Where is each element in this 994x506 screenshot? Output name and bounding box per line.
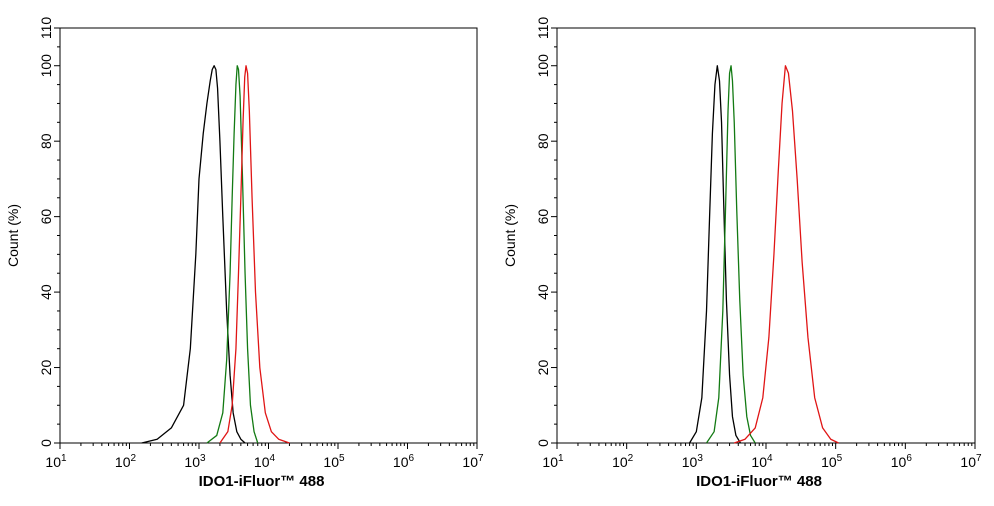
x-tick-label: 101 bbox=[45, 453, 67, 470]
x-tick-label: 103 bbox=[682, 453, 704, 470]
x-tick-base: 10 bbox=[612, 454, 628, 470]
x-tick-exponent: 5 bbox=[339, 453, 345, 464]
x-tick-base: 10 bbox=[682, 454, 698, 470]
x-tick-base: 10 bbox=[891, 454, 907, 470]
x-tick-base: 10 bbox=[462, 454, 478, 470]
y-tick-label: 110 bbox=[535, 17, 551, 40]
x-tick-label: 106 bbox=[891, 453, 913, 470]
x-axis-title: IDO1-iFluor™ 488 bbox=[696, 473, 822, 490]
y-tick-label: 40 bbox=[38, 284, 54, 300]
x-tick-base: 10 bbox=[184, 454, 200, 470]
x-axis-title: IDO1-iFluor™ 488 bbox=[199, 473, 325, 490]
x-tick-label: 102 bbox=[612, 453, 634, 470]
x-tick-base: 10 bbox=[751, 454, 767, 470]
x-tick-base: 10 bbox=[542, 454, 558, 470]
x-tick-label: 107 bbox=[462, 453, 484, 470]
series-line-green bbox=[206, 65, 259, 444]
x-tick-exponent: 1 bbox=[558, 453, 564, 464]
x-tick-label: 105 bbox=[323, 453, 345, 470]
x-tick-label: 104 bbox=[751, 453, 773, 470]
x-tick-exponent: 3 bbox=[200, 453, 206, 464]
x-tick-exponent: 6 bbox=[906, 453, 912, 464]
x-tick-base: 10 bbox=[115, 454, 131, 470]
x-tick-label: 101 bbox=[542, 453, 564, 470]
x-tick-label: 107 bbox=[960, 453, 982, 470]
x-tick-label: 106 bbox=[393, 453, 415, 470]
x-tick-base: 10 bbox=[45, 454, 61, 470]
x-tick-exponent: 4 bbox=[270, 453, 276, 464]
y-tick-label: 60 bbox=[38, 209, 54, 225]
x-tick-exponent: 6 bbox=[409, 453, 415, 464]
y-axis-title: Count (%) bbox=[502, 204, 518, 267]
y-tick-label: 40 bbox=[535, 284, 551, 300]
y-tick-label: 110 bbox=[38, 17, 54, 40]
plot-frame bbox=[556, 27, 976, 444]
series-line-red bbox=[734, 65, 839, 444]
y-tick-label: 20 bbox=[535, 360, 551, 376]
x-tick-base: 10 bbox=[254, 454, 270, 470]
x-tick-base: 10 bbox=[821, 454, 837, 470]
x-tick-exponent: 7 bbox=[478, 453, 484, 464]
plot-frame bbox=[59, 27, 478, 444]
y-tick-label: 20 bbox=[38, 360, 54, 376]
y-tick-label: 80 bbox=[535, 133, 551, 149]
y-axis-title: Count (%) bbox=[5, 204, 21, 267]
x-tick-exponent: 2 bbox=[628, 453, 634, 464]
x-tick-exponent: 7 bbox=[976, 453, 982, 464]
x-tick-label: 105 bbox=[821, 453, 843, 470]
series-line-red bbox=[219, 65, 290, 444]
x-tick-exponent: 4 bbox=[767, 453, 773, 464]
x-tick-exponent: 2 bbox=[131, 453, 137, 464]
y-tick-label: 60 bbox=[535, 209, 551, 225]
x-tick-exponent: 3 bbox=[697, 453, 703, 464]
y-tick-label: 0 bbox=[535, 439, 551, 447]
series-line-black bbox=[689, 65, 742, 444]
series-line-green bbox=[705, 65, 756, 444]
x-tick-exponent: 5 bbox=[837, 453, 843, 464]
x-tick-base: 10 bbox=[393, 454, 409, 470]
x-tick-label: 102 bbox=[115, 453, 137, 470]
x-tick-base: 10 bbox=[323, 454, 339, 470]
x-tick-exponent: 1 bbox=[61, 453, 67, 464]
y-tick-label: 80 bbox=[38, 133, 54, 149]
y-tick-label: 100 bbox=[535, 54, 551, 78]
x-tick-label: 104 bbox=[254, 453, 276, 470]
y-tick-label: 0 bbox=[38, 439, 54, 447]
x-tick-base: 10 bbox=[960, 454, 976, 470]
x-tick-label: 103 bbox=[184, 453, 206, 470]
y-tick-label: 100 bbox=[38, 54, 54, 78]
series-line-black bbox=[141, 65, 246, 444]
